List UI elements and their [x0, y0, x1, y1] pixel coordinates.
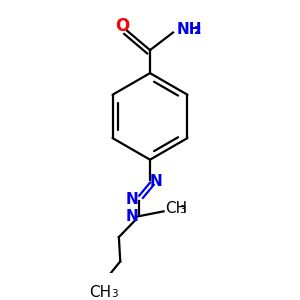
Text: N: N: [126, 192, 139, 207]
Text: 3: 3: [111, 290, 117, 299]
Text: NH: NH: [176, 22, 202, 37]
Text: CH: CH: [165, 201, 187, 216]
Text: O: O: [115, 17, 129, 35]
Text: CH: CH: [89, 285, 111, 300]
Text: N: N: [126, 209, 139, 224]
Text: N: N: [150, 174, 162, 189]
Text: 2: 2: [193, 26, 200, 36]
Text: 3: 3: [179, 205, 186, 215]
